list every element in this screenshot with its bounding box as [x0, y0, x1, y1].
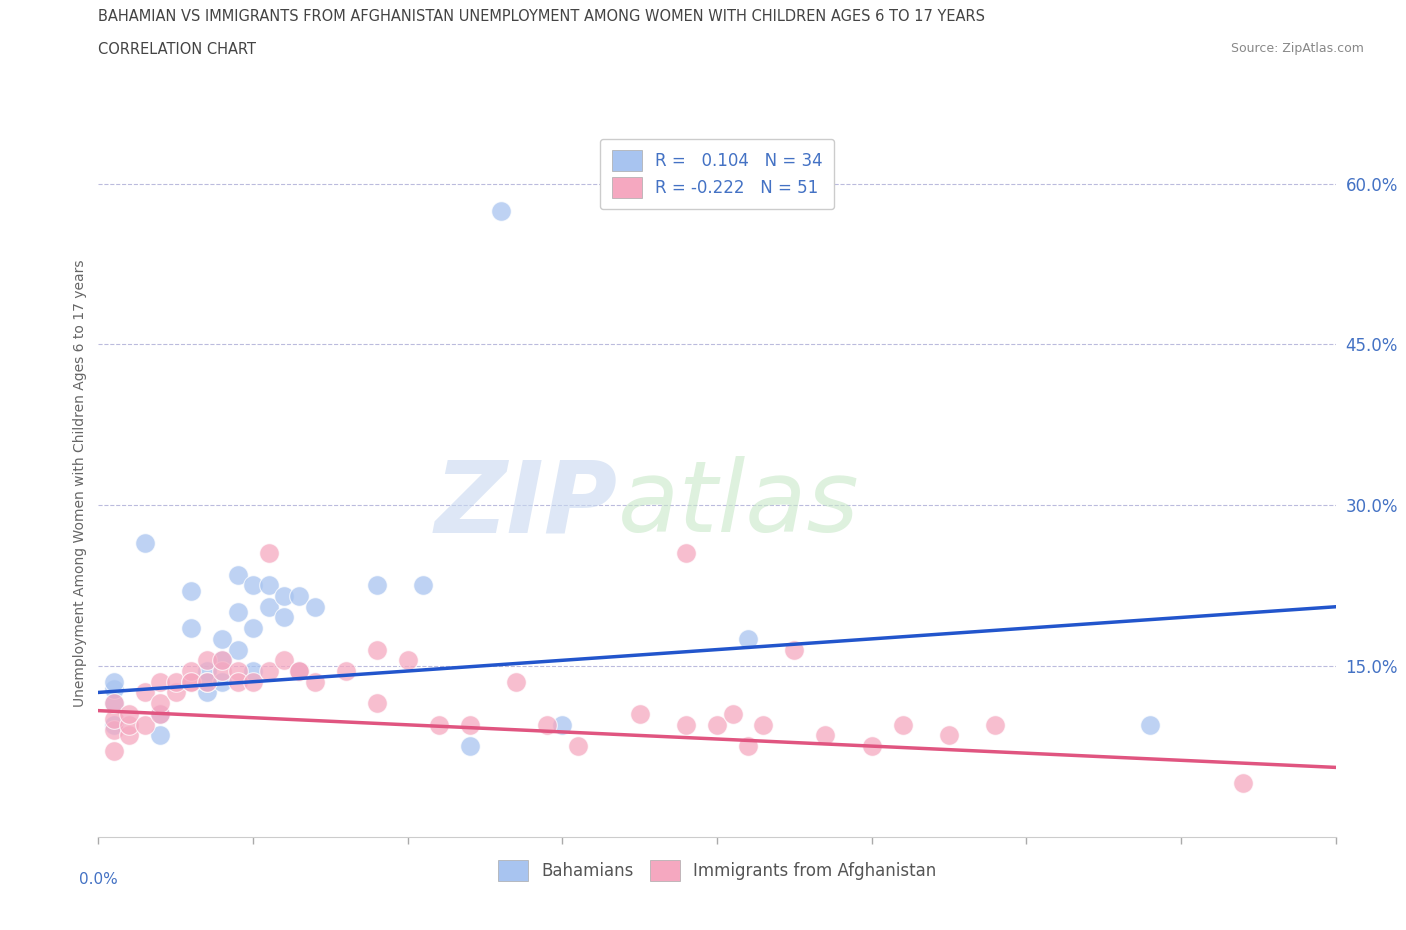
Point: [226, 664, 249, 679]
Point: [149, 728, 172, 743]
Point: [242, 578, 264, 592]
Point: [149, 707, 172, 722]
Point: [288, 589, 311, 604]
Point: [628, 707, 651, 722]
Point: [165, 674, 187, 689]
Point: [226, 604, 249, 619]
Point: [149, 674, 172, 689]
Point: [304, 674, 326, 689]
Point: [675, 717, 697, 732]
Point: [304, 599, 326, 614]
Point: [1139, 717, 1161, 732]
Point: [257, 664, 280, 679]
Point: [984, 717, 1007, 732]
Point: [458, 717, 481, 732]
Point: [103, 674, 125, 689]
Point: [273, 610, 295, 625]
Point: [536, 717, 558, 732]
Point: [103, 723, 125, 737]
Point: [366, 696, 388, 711]
Point: [165, 685, 187, 700]
Point: [149, 707, 172, 722]
Point: [1232, 776, 1254, 790]
Point: [273, 653, 295, 668]
Point: [211, 653, 233, 668]
Point: [226, 674, 249, 689]
Point: [134, 717, 156, 732]
Text: Source: ZipAtlas.com: Source: ZipAtlas.com: [1230, 42, 1364, 55]
Point: [180, 674, 202, 689]
Point: [335, 664, 357, 679]
Point: [180, 583, 202, 598]
Point: [366, 578, 388, 592]
Point: [211, 664, 233, 679]
Point: [180, 620, 202, 635]
Text: CORRELATION CHART: CORRELATION CHART: [98, 42, 256, 57]
Point: [242, 664, 264, 679]
Point: [242, 674, 264, 689]
Point: [257, 546, 280, 561]
Point: [257, 599, 280, 614]
Point: [180, 664, 202, 679]
Point: [211, 674, 233, 689]
Point: [396, 653, 419, 668]
Point: [567, 738, 589, 753]
Point: [195, 674, 218, 689]
Point: [180, 674, 202, 689]
Point: [195, 685, 218, 700]
Text: ZIP: ZIP: [434, 457, 619, 553]
Point: [752, 717, 775, 732]
Y-axis label: Unemployment Among Women with Children Ages 6 to 17 years: Unemployment Among Women with Children A…: [73, 259, 87, 708]
Point: [675, 546, 697, 561]
Point: [737, 738, 759, 753]
Point: [118, 717, 141, 732]
Text: BAHAMIAN VS IMMIGRANTS FROM AFGHANISTAN UNEMPLOYMENT AMONG WOMEN WITH CHILDREN A: BAHAMIAN VS IMMIGRANTS FROM AFGHANISTAN …: [98, 9, 986, 24]
Point: [489, 203, 512, 218]
Point: [288, 664, 311, 679]
Point: [288, 664, 311, 679]
Point: [783, 642, 806, 657]
Text: 0.0%: 0.0%: [79, 872, 118, 887]
Point: [118, 728, 141, 743]
Point: [242, 620, 264, 635]
Point: [103, 717, 125, 732]
Point: [938, 728, 960, 743]
Point: [195, 674, 218, 689]
Point: [288, 664, 311, 679]
Point: [366, 642, 388, 657]
Point: [706, 717, 728, 732]
Point: [860, 738, 883, 753]
Point: [103, 696, 125, 711]
Point: [551, 717, 574, 732]
Point: [134, 685, 156, 700]
Point: [273, 589, 295, 604]
Point: [195, 664, 218, 679]
Text: atlas: atlas: [619, 457, 859, 553]
Point: [891, 717, 914, 732]
Point: [134, 535, 156, 550]
Point: [211, 631, 233, 646]
Point: [412, 578, 434, 592]
Point: [103, 711, 125, 726]
Point: [458, 738, 481, 753]
Point: [103, 682, 125, 697]
Point: [103, 696, 125, 711]
Point: [226, 642, 249, 657]
Point: [149, 696, 172, 711]
Point: [505, 674, 527, 689]
Point: [118, 707, 141, 722]
Point: [211, 653, 233, 668]
Point: [103, 744, 125, 759]
Point: [226, 567, 249, 582]
Point: [257, 578, 280, 592]
Point: [814, 728, 837, 743]
Point: [721, 707, 744, 722]
Point: [737, 631, 759, 646]
Point: [427, 717, 450, 732]
Legend: Bahamians, Immigrants from Afghanistan: Bahamians, Immigrants from Afghanistan: [486, 848, 948, 892]
Point: [195, 653, 218, 668]
